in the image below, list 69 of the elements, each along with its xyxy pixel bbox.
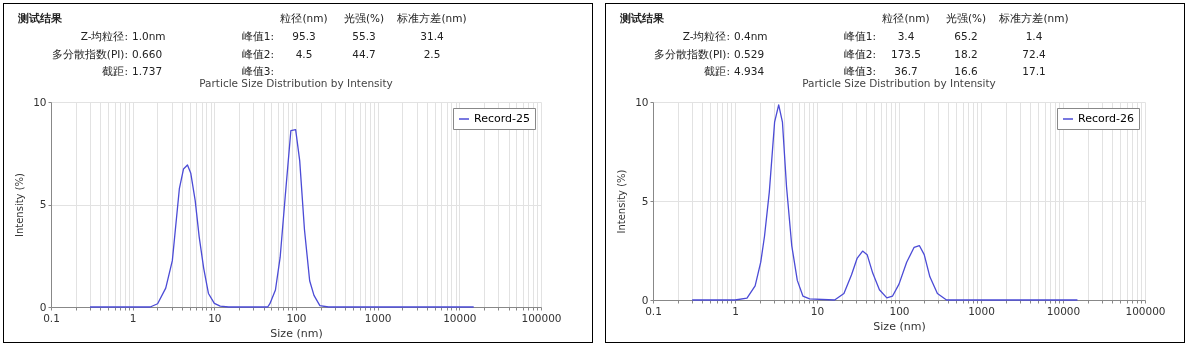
y-tick-label: 0 — [39, 300, 47, 313]
text: 光强(%) — [945, 12, 987, 25]
text: 72.4 — [1022, 48, 1046, 61]
text: Z-均粒径: — [80, 30, 128, 43]
text: 44.7 — [352, 48, 376, 61]
text: 光强(%) — [343, 12, 385, 25]
x-tick-label: 1000 — [364, 311, 392, 324]
text: 多分散指数(PI): — [51, 48, 128, 61]
text: 95.3 — [292, 30, 316, 43]
y-tick-label: 10 — [635, 95, 649, 108]
y-tick-label: 10 — [33, 95, 47, 108]
text: 峰值2: — [843, 48, 876, 61]
text: 173.5 — [890, 48, 922, 61]
x-tick-label: 1 — [732, 304, 739, 317]
chart-title: Particle Size Distribution by Intensity — [199, 76, 393, 89]
x-tick-label: 1000 — [968, 304, 995, 317]
text: 1.0nm — [132, 30, 166, 43]
text: 2.5 — [423, 48, 441, 61]
x-tick-label: 100 — [286, 311, 307, 324]
y-tick-label: 5 — [641, 194, 649, 207]
x-axis-title: Size (nm) — [873, 320, 926, 333]
text: 峰值3: — [843, 65, 876, 78]
text: 粒径(nm) — [280, 12, 328, 25]
text: 65.2 — [954, 30, 978, 43]
text: 测试结果 — [18, 12, 62, 25]
x-tick-label: 1 — [129, 311, 137, 324]
x-tick-label: 10 — [810, 304, 825, 317]
x-tick-label: 10000 — [443, 311, 477, 324]
x-tick-label: 100000 — [521, 311, 562, 324]
text: 0.4nm — [734, 30, 768, 43]
text: 粒径(nm) — [882, 12, 930, 25]
text: Z-均粒径: — [682, 30, 730, 43]
text: 4.934 — [734, 65, 765, 78]
text: 峰值3: — [241, 65, 274, 78]
text: 17.1 — [1022, 65, 1046, 78]
text: 0.660 — [132, 48, 163, 61]
text: 标准方差(nm) — [999, 12, 1069, 25]
text: 1.737 — [132, 65, 163, 78]
text: 36.7 — [894, 65, 918, 78]
x-tick-label: 100000 — [1125, 304, 1166, 317]
text: 测试结果 — [620, 12, 664, 25]
text: 峰值1: — [843, 30, 876, 43]
text: 18.2 — [954, 48, 978, 61]
text: 31.4 — [420, 30, 444, 43]
x-tick-label: 10000 — [1046, 304, 1081, 317]
text: 16.6 — [954, 65, 978, 78]
text: 多分散指数(PI): — [653, 48, 730, 61]
y-axis-title: Intensity (%) — [14, 172, 26, 238]
text: 峰值2: — [241, 48, 274, 61]
x-tick-label: 100 — [889, 304, 910, 317]
text: 峰值1: — [241, 30, 274, 43]
chart-title: Particle Size Distribution by Intensity — [802, 76, 996, 89]
x-tick-label: 0.1 — [43, 311, 60, 324]
text: 0.529 — [734, 48, 765, 61]
legend-label: Record-26 — [1078, 112, 1134, 125]
y-tick-label: 5 — [39, 198, 47, 210]
text: 3.4 — [897, 30, 915, 43]
text: 标准方差(nm) — [397, 12, 467, 25]
y-tick-label: 0 — [641, 293, 649, 306]
x-tick-label: 10 — [208, 311, 222, 324]
text: 55.3 — [352, 30, 376, 43]
legend-label: Record-25 — [474, 112, 530, 125]
text: 4.5 — [295, 48, 313, 61]
x-axis-title: Size (nm) — [270, 327, 323, 340]
text: 截距: — [102, 65, 128, 78]
text: 截距: — [704, 65, 730, 78]
y-axis-title: Intensity (%) — [616, 169, 628, 234]
x-tick-label: 0.1 — [645, 304, 662, 317]
text: 1.4 — [1025, 30, 1043, 43]
